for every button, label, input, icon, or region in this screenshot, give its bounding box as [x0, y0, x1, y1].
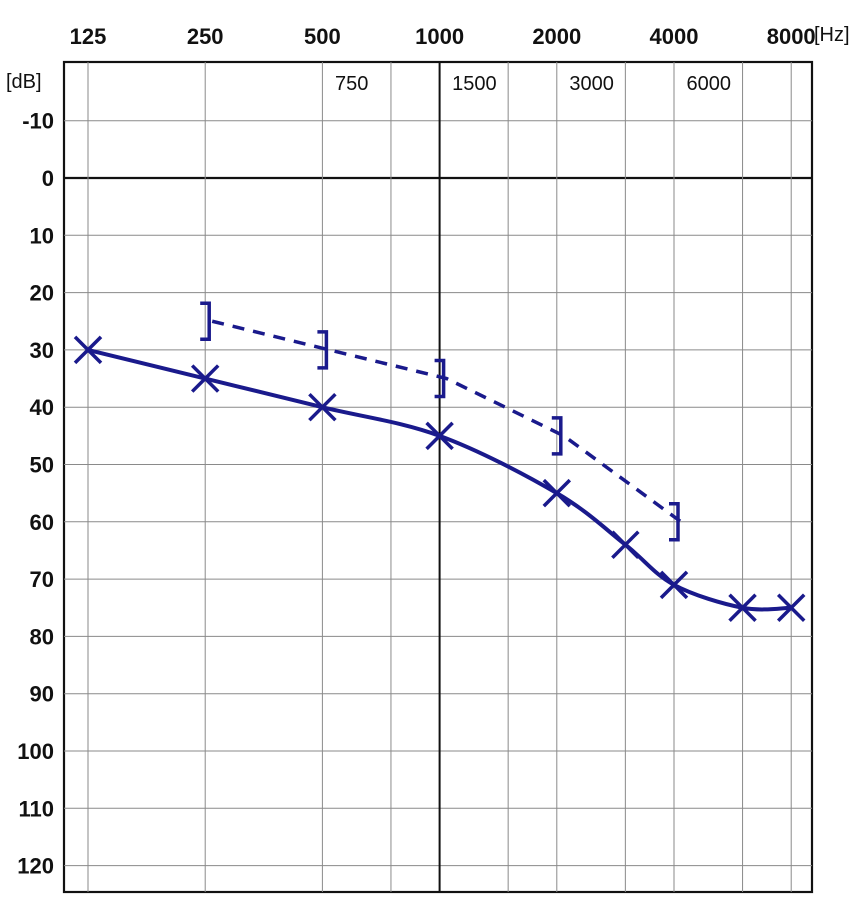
- y-unit-label: [dB]: [6, 71, 42, 93]
- x-tick-label: 500: [304, 24, 341, 49]
- bone-conduction-line: [211, 319, 683, 524]
- y-tick-label: 110: [19, 796, 55, 821]
- y-tick-label: 120: [17, 854, 54, 879]
- y-tick-label: 10: [30, 223, 54, 248]
- x-marker: [425, 421, 454, 451]
- x-marker: [728, 593, 757, 622]
- y-tick-label: 90: [30, 682, 54, 707]
- x-marker: [659, 570, 689, 600]
- x-tick-label: 4000: [650, 24, 699, 49]
- x-tick-label: 1000: [415, 24, 464, 49]
- x-marker: [73, 335, 103, 365]
- x-tick-label: 250: [187, 24, 224, 49]
- x-marker: [308, 392, 337, 422]
- x-marker-stroke: [308, 392, 337, 422]
- plot-frame: [62, 60, 814, 894]
- x-marker-stroke: [190, 364, 220, 393]
- y-tick-label: 40: [30, 395, 54, 420]
- y-tick-label: 30: [30, 338, 54, 363]
- x-tick-label: 8000: [767, 24, 816, 49]
- y-tick-label: 20: [30, 281, 54, 306]
- x-unit-label: [Hz]: [814, 24, 850, 46]
- y-tick-label: 60: [30, 510, 54, 535]
- y-tick-label: -10: [22, 109, 54, 134]
- bracket-marker: [317, 330, 329, 370]
- x-marker-stroke: [776, 593, 806, 622]
- y-tick-label: 80: [30, 624, 54, 649]
- x-tick-label: 2000: [532, 24, 581, 49]
- x-minor-tick-label: 6000: [687, 73, 732, 95]
- x-marker-stroke: [728, 593, 757, 622]
- x-marker: [190, 364, 220, 393]
- x-marker-stroke: [659, 570, 689, 600]
- air-conduction-line: [86, 347, 794, 612]
- x-marker: [611, 530, 640, 559]
- x-minor-tick-label: 3000: [569, 73, 614, 95]
- x-marker: [776, 593, 806, 622]
- bracket-marker: [434, 358, 446, 399]
- y-tick-label: 100: [17, 739, 54, 764]
- x-minor-tick-label: 1500: [452, 73, 497, 95]
- bracket-marker: [669, 502, 680, 542]
- y-tick-label: 50: [30, 453, 54, 478]
- x-marker-stroke: [425, 421, 454, 451]
- x-marker-stroke: [542, 478, 572, 508]
- x-tick-label: 125: [70, 24, 107, 49]
- y-tick-label: 70: [30, 567, 54, 592]
- x-minor-tick-label: 750: [335, 73, 368, 95]
- x-marker-stroke: [611, 530, 640, 559]
- grid: [62, 60, 814, 894]
- y-tick-label: 0: [42, 166, 54, 191]
- bracket-marker: [200, 301, 211, 341]
- x-marker: [542, 478, 572, 508]
- x-marker-stroke: [73, 335, 103, 365]
- bracket-marker: [551, 416, 563, 456]
- series-layer: [73, 301, 806, 622]
